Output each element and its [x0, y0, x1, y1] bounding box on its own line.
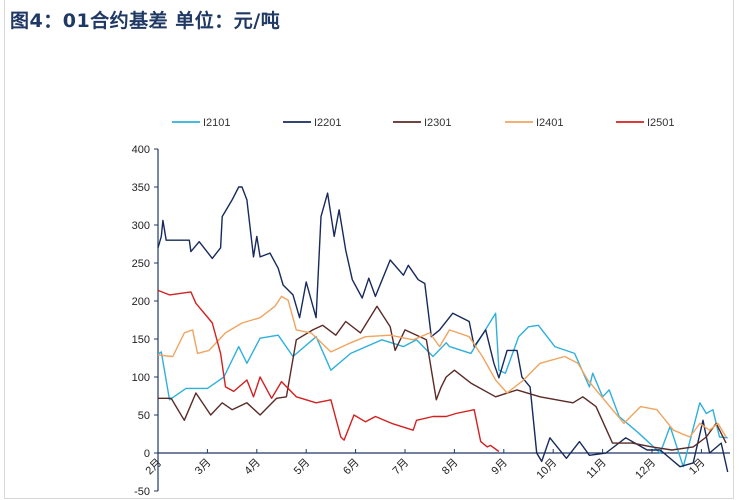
- legend-item-i2101: I2101: [172, 117, 231, 129]
- y-tick-label: 150: [132, 334, 150, 346]
- x-tick-label: 9月: [489, 457, 510, 478]
- x-tick-label: 11月: [584, 457, 608, 481]
- legend-item-i2401: I2401: [505, 117, 564, 129]
- y-tick-label: 250: [132, 258, 150, 270]
- legend-item-i2201: I2201: [283, 117, 342, 129]
- y-tick-label: 50: [138, 410, 150, 422]
- y-tick-label: 0: [144, 448, 150, 460]
- x-tick-label: 4月: [242, 457, 263, 478]
- legend-label: I2301: [424, 117, 452, 129]
- series-line-i2101: [157, 312, 728, 468]
- y-tick-label: -50: [134, 486, 150, 498]
- series-line-i2201: [157, 186, 729, 473]
- legend-item-i2501: I2501: [616, 117, 675, 129]
- x-tick-label: 8月: [440, 457, 461, 478]
- series-line-i2401: [157, 295, 727, 438]
- y-tick-label: 200: [132, 296, 150, 308]
- y-tick-label: 350: [132, 182, 150, 194]
- x-tick-label: 7月: [391, 457, 412, 478]
- y-tick-label: 100: [132, 372, 150, 384]
- legend-label: I2401: [536, 117, 564, 129]
- x-tick-label: 6月: [341, 457, 362, 478]
- series-line-i2301: [158, 305, 727, 451]
- legend-label: I2201: [314, 117, 342, 129]
- x-tick-label: 10月: [534, 457, 559, 482]
- legend-item-i2301: I2301: [393, 117, 452, 129]
- chart-title: 图4：01合约基差 单位：元/吨: [10, 10, 281, 32]
- series-line-i2501: [157, 289, 500, 453]
- x-tick-label: 3月: [193, 457, 214, 478]
- legend-label: I2101: [203, 117, 231, 129]
- x-tick-label: 12月: [633, 457, 658, 482]
- x-tick-label: 5月: [292, 457, 313, 478]
- chart-frame: [4, 0, 734, 499]
- x-tick-label: 1月: [687, 457, 708, 478]
- legend-label: I2501: [647, 117, 675, 129]
- y-tick-label: 400: [132, 144, 150, 156]
- y-tick-label: 300: [132, 220, 150, 232]
